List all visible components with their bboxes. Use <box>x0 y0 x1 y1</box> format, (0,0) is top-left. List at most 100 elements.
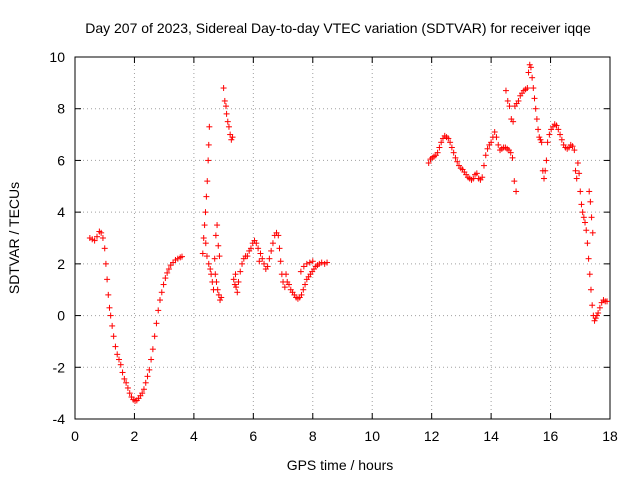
data-point <box>259 255 266 262</box>
data-point <box>586 188 593 195</box>
data-point <box>140 386 147 393</box>
data-point <box>109 322 116 329</box>
data-point <box>450 149 457 156</box>
data-point <box>239 260 246 267</box>
data-point <box>286 281 292 288</box>
data-point <box>436 144 443 151</box>
data-point <box>218 294 225 301</box>
data-point <box>586 271 593 278</box>
data-point <box>546 131 553 138</box>
data-point <box>536 134 543 141</box>
data-point <box>578 201 585 208</box>
data-point <box>571 147 578 154</box>
data-point <box>604 298 611 305</box>
y-tick-label: 0 <box>57 308 65 324</box>
data-point <box>283 271 290 278</box>
data-point <box>300 286 307 293</box>
data-point <box>117 361 124 368</box>
data-point <box>569 143 576 150</box>
data-point <box>532 105 539 112</box>
data-point <box>434 149 441 156</box>
data-point <box>142 379 149 386</box>
data-point <box>162 275 169 282</box>
x-tick-label: 2 <box>131 428 139 444</box>
data-point <box>526 61 533 68</box>
data-point <box>266 255 273 262</box>
data-point <box>515 97 522 104</box>
x-tick-label: 12 <box>424 428 440 444</box>
data-point <box>297 268 304 275</box>
data-point <box>513 188 520 195</box>
data-point <box>527 64 534 71</box>
data-point <box>324 259 331 266</box>
data-point <box>493 134 500 141</box>
data-point <box>148 356 155 363</box>
data-point <box>256 258 263 265</box>
data-point <box>228 136 235 143</box>
data-point <box>510 118 517 125</box>
data-point <box>582 219 589 226</box>
data-point <box>115 356 122 363</box>
data-point <box>112 343 119 350</box>
data-point <box>264 263 271 270</box>
data-point <box>276 245 283 252</box>
data-point <box>153 320 160 327</box>
data-point <box>541 175 548 182</box>
data-point <box>201 222 208 229</box>
data-point <box>530 85 537 92</box>
data-point <box>202 209 209 216</box>
data-point <box>473 170 480 177</box>
x-tick-label: 0 <box>71 428 79 444</box>
data-point <box>488 139 495 146</box>
data-point <box>151 333 158 340</box>
data-point <box>507 149 514 156</box>
x-tick-label: 14 <box>483 428 499 444</box>
data-point <box>491 128 498 135</box>
data-point <box>211 255 218 262</box>
data-point <box>298 291 305 298</box>
data-point <box>225 123 232 130</box>
data-point <box>275 232 282 239</box>
data-point <box>98 229 105 236</box>
data-point <box>303 260 310 267</box>
data-point <box>214 222 221 229</box>
data-point <box>542 167 549 174</box>
data-point <box>155 307 162 314</box>
x-tick-label: 18 <box>602 428 618 444</box>
data-point <box>247 245 254 252</box>
data-point <box>595 309 602 316</box>
data-point <box>93 233 100 240</box>
data-point <box>233 284 240 291</box>
data-point <box>235 278 242 285</box>
data-point <box>557 131 564 138</box>
data-point <box>576 170 583 177</box>
data-point <box>525 69 532 76</box>
data-point <box>268 247 275 254</box>
data-point <box>509 154 516 161</box>
data-point <box>425 160 432 167</box>
x-tick-label: 6 <box>249 428 257 444</box>
data-point <box>537 136 544 143</box>
data-point <box>110 333 117 340</box>
data-point <box>591 317 598 324</box>
data-point <box>99 235 106 241</box>
data-point <box>589 229 596 236</box>
chart-title: Day 207 of 2023, Sidereal Day-to-day VTE… <box>85 20 591 36</box>
data-point <box>482 152 489 159</box>
data-point <box>205 260 212 267</box>
data-point <box>213 278 220 285</box>
data-point <box>277 258 284 265</box>
data-point <box>596 304 603 311</box>
data-point <box>452 154 459 161</box>
data-point <box>203 253 210 260</box>
data-point <box>203 193 210 200</box>
data-point <box>506 103 513 110</box>
data-point <box>587 286 594 293</box>
y-tick-labels: -4 -2 0 2 4 6 8 10 <box>49 49 65 427</box>
data-point <box>200 235 207 241</box>
data-point <box>480 162 487 169</box>
data-point <box>157 297 164 304</box>
data-point <box>300 263 307 270</box>
data-point <box>207 266 214 273</box>
data-point <box>223 110 230 117</box>
